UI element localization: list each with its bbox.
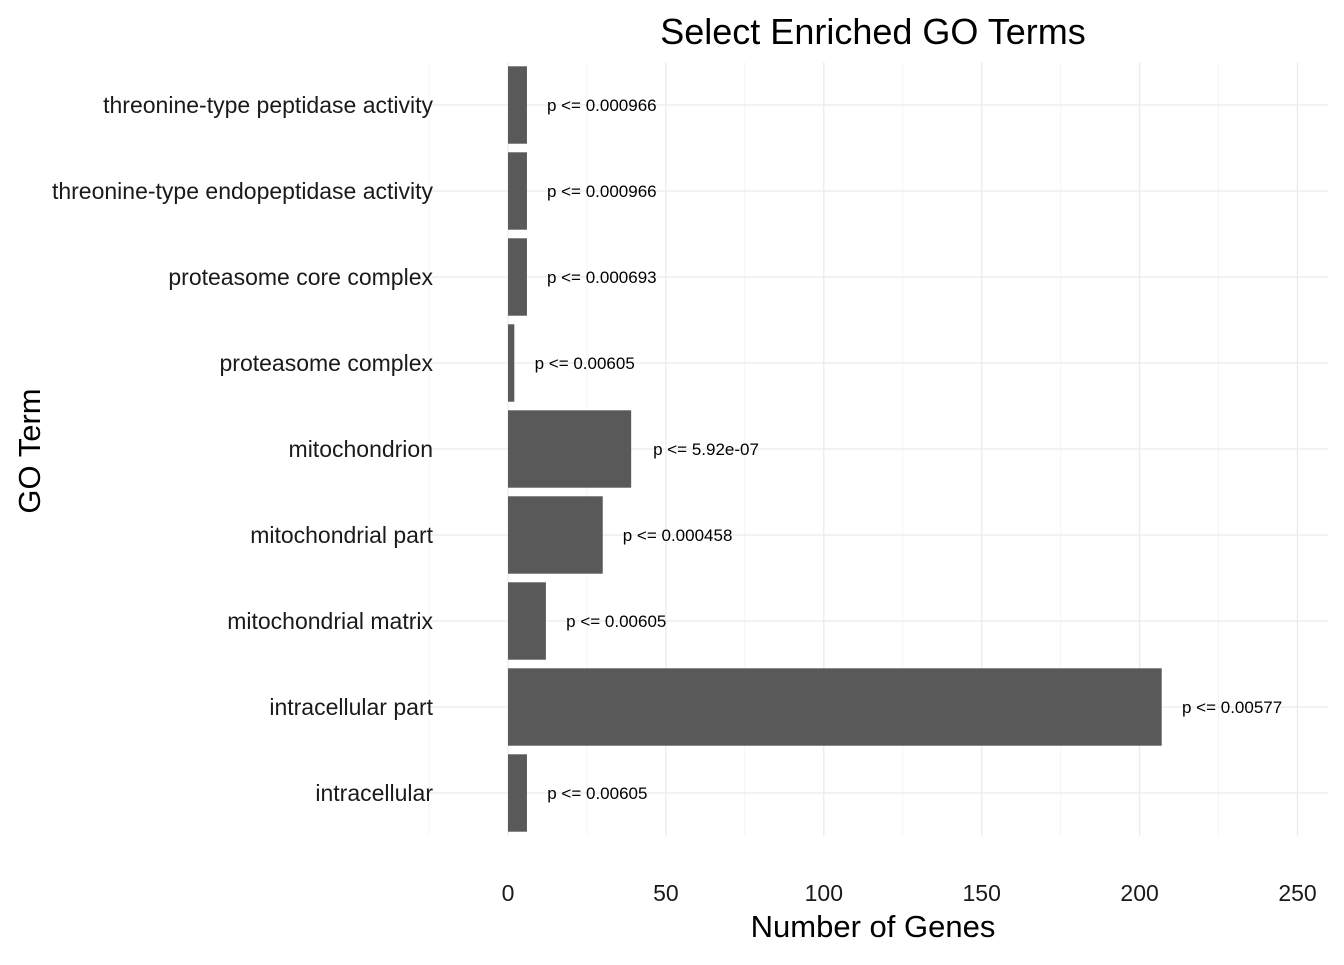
- p-value-label: p <= 0.000693: [547, 268, 657, 287]
- bar: [508, 66, 527, 144]
- y-axis-category-label: mitochondrion: [289, 436, 433, 462]
- y-axis-category-label: intracellular: [315, 780, 433, 806]
- bar: [508, 152, 527, 230]
- y-axis-title: GO Term: [12, 388, 47, 513]
- y-axis-category-label: threonine-type endopeptidase activity: [52, 178, 434, 204]
- bar: [508, 582, 546, 660]
- p-value-label: p <= 0.000966: [547, 96, 657, 115]
- p-value-label: p <= 0.00605: [535, 354, 635, 373]
- chart-title: Select Enriched GO Terms: [660, 11, 1086, 52]
- x-axis-tick-label: 250: [1278, 880, 1316, 906]
- p-value-label: p <= 0.00605: [566, 612, 666, 631]
- p-value-label: p <= 0.00605: [547, 784, 647, 803]
- x-axis-tick-label: 100: [805, 880, 843, 906]
- bars: [508, 66, 1162, 832]
- p-value-label: p <= 0.00577: [1182, 698, 1282, 717]
- y-axis-category-label: threonine-type peptidase activity: [103, 92, 433, 118]
- y-axis-category-label: mitochondrial matrix: [227, 608, 433, 634]
- p-value-labels: p <= 0.000966 p <= 0.000966 p <= 0.000693 p…: [535, 96, 1283, 803]
- bar: [508, 324, 515, 402]
- x-axis-tick-label: 200: [1120, 880, 1158, 906]
- y-axis-category-label: mitochondrial part: [250, 522, 433, 548]
- bar: [508, 238, 527, 316]
- bar: [508, 668, 1162, 746]
- y-axis-category-labels: threonine-type peptidase activity threoni…: [52, 92, 434, 806]
- y-axis-category-label: proteasome core complex: [168, 264, 433, 290]
- p-value-label: p <= 0.000966: [547, 182, 657, 201]
- grid-lines: [428, 62, 1328, 836]
- bar: [508, 496, 603, 574]
- x-axis-tick-label: 0: [502, 880, 515, 906]
- p-value-label: p <= 0.000458: [623, 526, 733, 545]
- x-axis-tick-label: 150: [963, 880, 1001, 906]
- x-axis-tick-labels: 0 50 100 150 200 250: [502, 880, 1317, 906]
- y-axis-category-label: intracellular part: [269, 694, 433, 720]
- x-axis-title: Number of Genes: [751, 909, 996, 944]
- bar: [508, 410, 632, 488]
- p-value-label: p <= 5.92e-07: [653, 440, 759, 459]
- x-axis-tick-label: 50: [653, 880, 679, 906]
- bar: [508, 754, 527, 832]
- y-axis-category-label: proteasome complex: [220, 350, 434, 376]
